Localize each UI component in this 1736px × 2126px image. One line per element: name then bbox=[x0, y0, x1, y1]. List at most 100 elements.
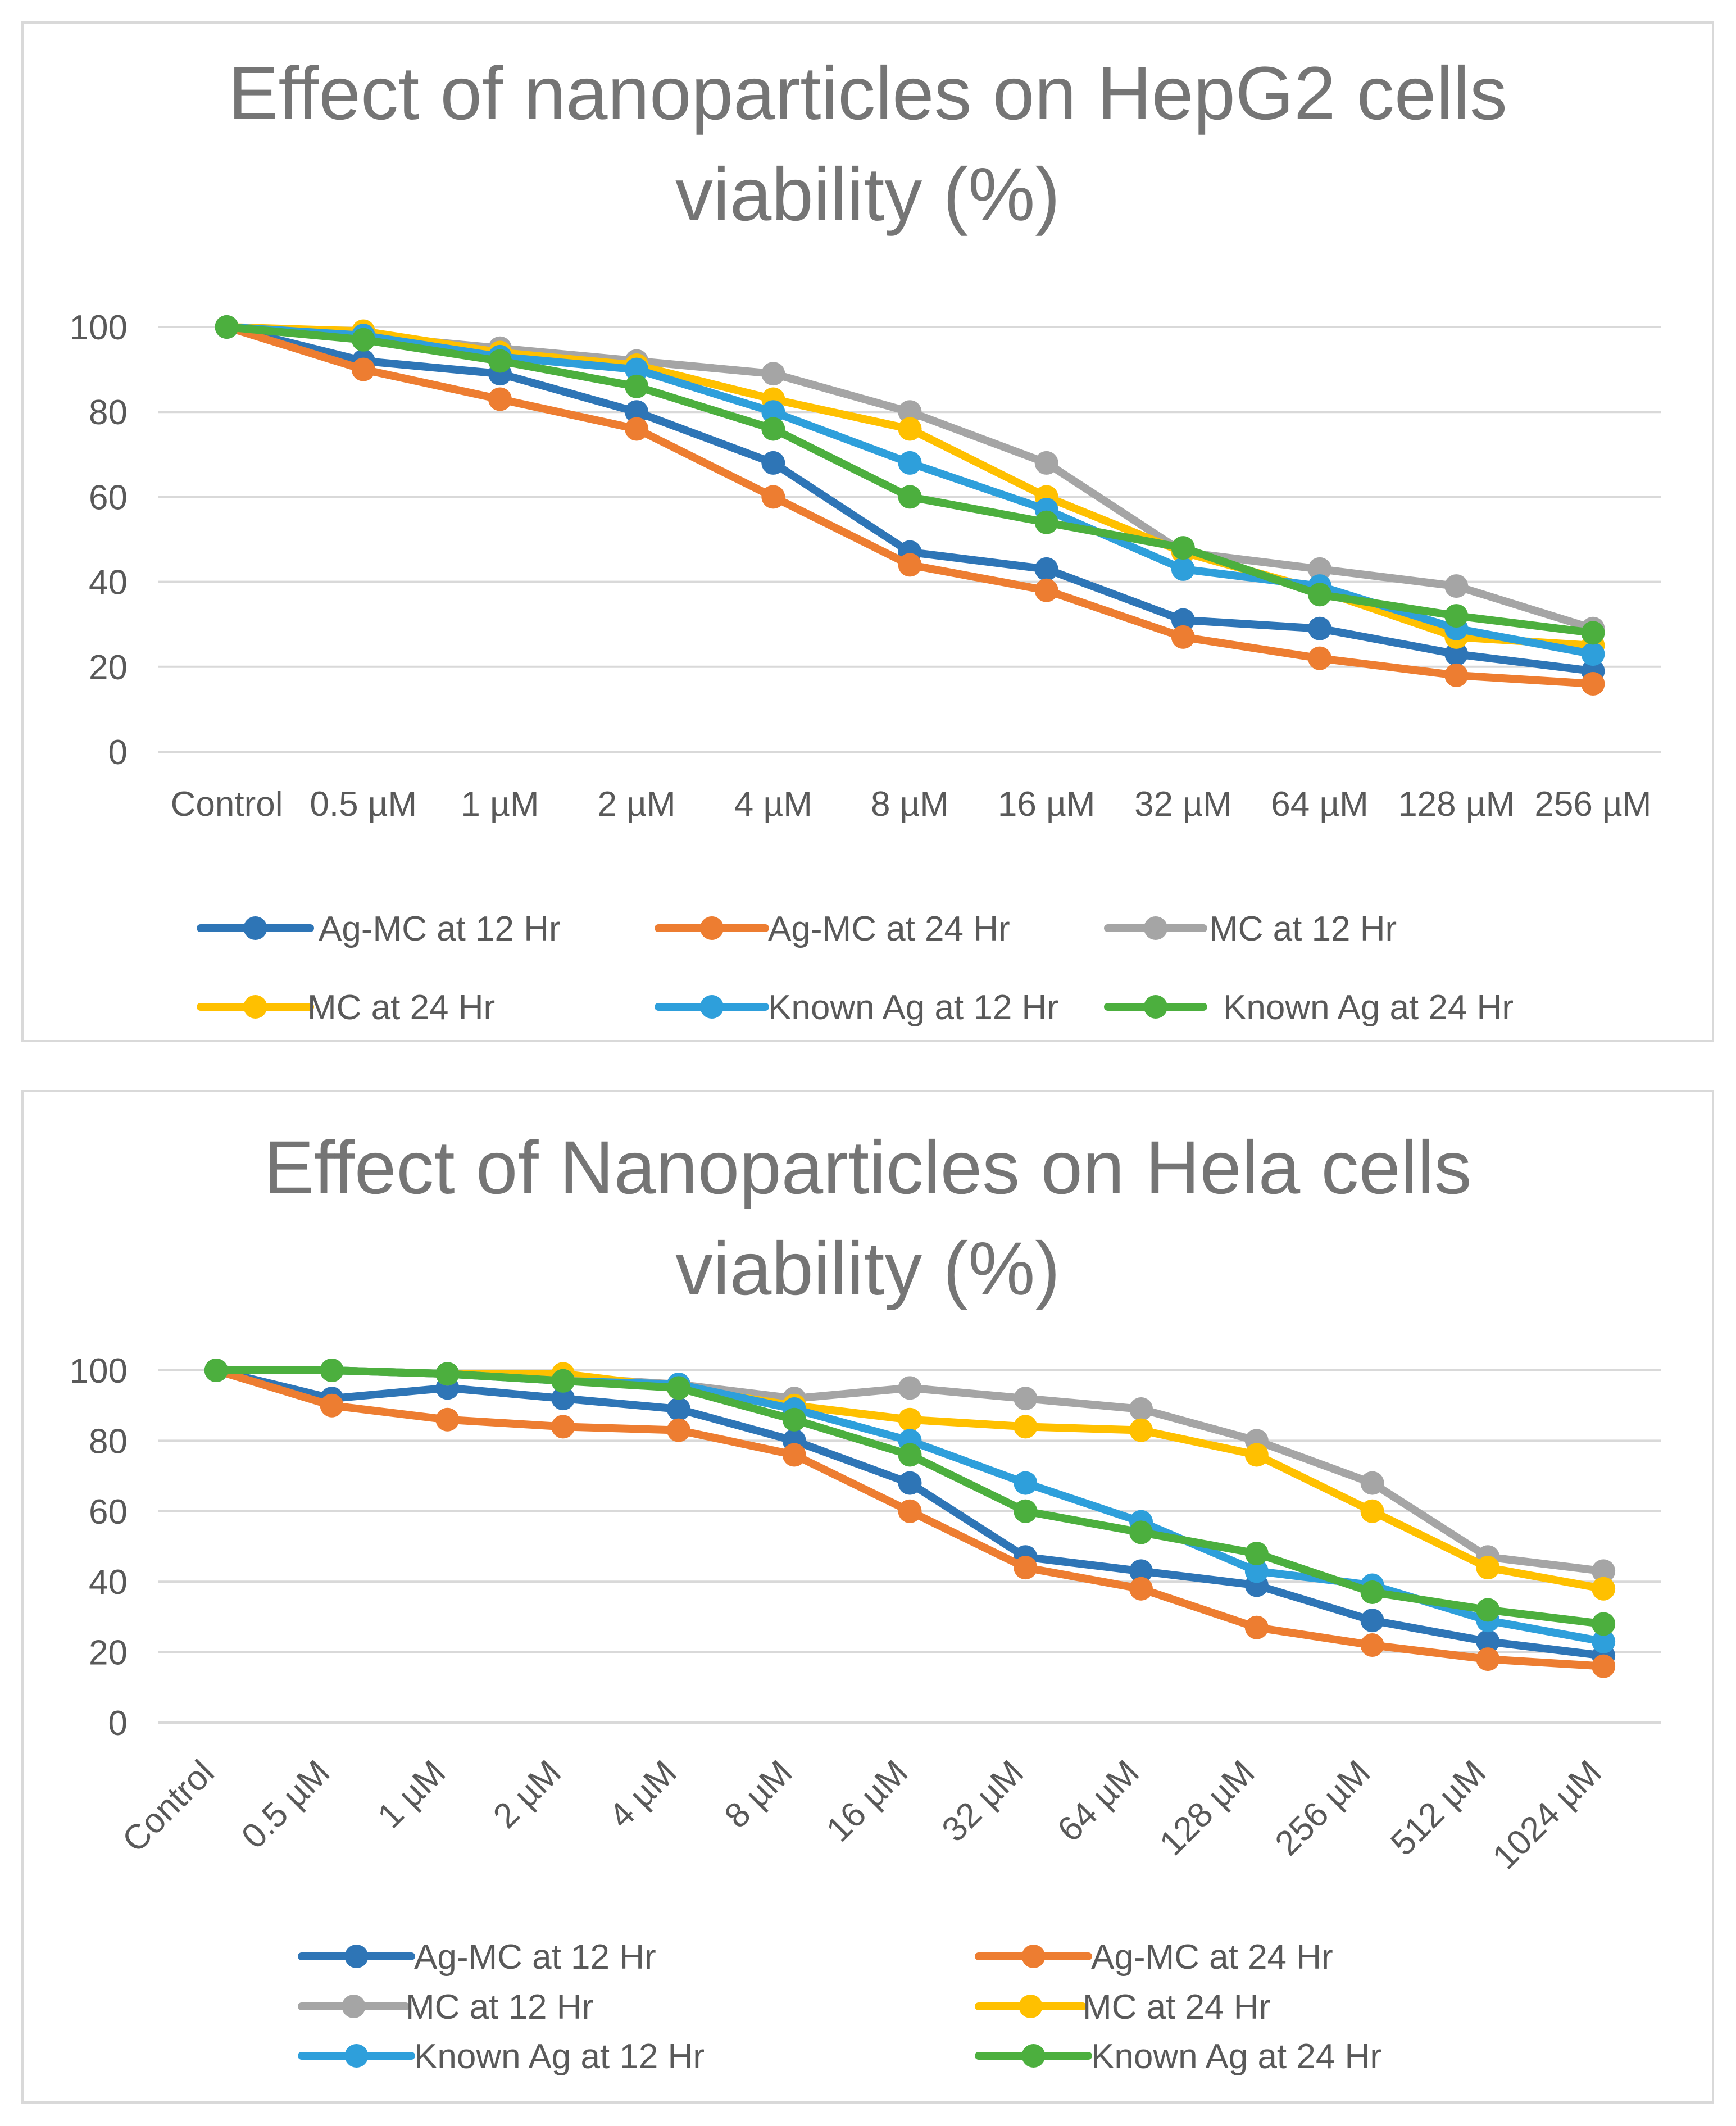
data-point-series-4 bbox=[1129, 1418, 1153, 1442]
x-tick-label: 2 µM bbox=[598, 785, 676, 824]
data-point-series-3 bbox=[761, 362, 785, 386]
x-tick-label: 512 µM bbox=[1383, 1753, 1493, 1863]
data-point-series-2 bbox=[551, 1415, 575, 1439]
x-tick-label: 8 µM bbox=[717, 1753, 799, 1836]
legend-marker-4 bbox=[1019, 1995, 1043, 2018]
x-tick-label: Control bbox=[115, 1753, 222, 1860]
data-point-series-2 bbox=[1476, 1647, 1500, 1671]
data-point-series-6 bbox=[898, 485, 922, 509]
y-tick-label-60: 60 bbox=[89, 1493, 128, 1532]
x-tick-label: 64 µM bbox=[1271, 785, 1369, 824]
series-line-3 bbox=[222, 323, 1597, 633]
data-point-series-2 bbox=[351, 357, 375, 381]
data-point-series-5 bbox=[761, 400, 785, 424]
data-point-series-5 bbox=[1014, 1471, 1038, 1495]
data-point-series-2 bbox=[1592, 1654, 1616, 1678]
data-point-series-1 bbox=[1360, 1609, 1384, 1633]
x-tick-label: 1024 µM bbox=[1485, 1753, 1609, 1877]
data-point-series-4 bbox=[1592, 1577, 1616, 1601]
legend-label-3: MC at 12 Hr bbox=[406, 1988, 593, 2027]
y-tick-label-20: 20 bbox=[89, 648, 128, 687]
legend-marker-3 bbox=[1144, 916, 1167, 940]
data-point-series-6 bbox=[1129, 1520, 1153, 1544]
y-tick-label-100: 100 bbox=[70, 1352, 128, 1391]
data-point-series-1 bbox=[761, 451, 785, 475]
y-tick-label-0: 0 bbox=[108, 733, 128, 772]
chart-title-line-2: viability (%) bbox=[675, 1227, 1060, 1311]
chart-hepg2: Effect of nanoparticles on HepG2 cells vi… bbox=[70, 52, 1661, 1027]
y-tick-label-60: 60 bbox=[89, 478, 128, 517]
data-point-series-6 bbox=[204, 1359, 228, 1382]
data-point-series-6 bbox=[551, 1369, 575, 1393]
x-tick-label: Control bbox=[171, 785, 283, 824]
data-point-series-3 bbox=[898, 400, 922, 424]
data-point-series-6 bbox=[1592, 1612, 1616, 1636]
data-point-series-4 bbox=[898, 417, 922, 441]
data-point-series-6 bbox=[1014, 1499, 1038, 1523]
legend-marker-1 bbox=[243, 916, 267, 940]
data-point-series-6 bbox=[1360, 1580, 1384, 1605]
data-point-series-2 bbox=[625, 417, 649, 441]
y-tick-label-20: 20 bbox=[89, 1634, 128, 1673]
y-tick-label-40: 40 bbox=[89, 564, 128, 602]
data-point-series-6 bbox=[782, 1407, 806, 1432]
data-point-series-3 bbox=[1034, 451, 1058, 475]
data-point-series-2 bbox=[1034, 578, 1058, 602]
data-point-series-6 bbox=[1581, 621, 1605, 645]
legend-label-4: MC at 24 Hr bbox=[307, 988, 495, 1027]
data-point-series-4 bbox=[1014, 1415, 1038, 1439]
data-point-series-2 bbox=[1308, 646, 1332, 670]
y-tick-label-80: 80 bbox=[89, 1422, 128, 1461]
data-point-series-6 bbox=[351, 328, 375, 352]
data-point-series-2 bbox=[761, 485, 785, 509]
y-tick-label-0: 0 bbox=[108, 1704, 128, 1743]
x-tick-label: 4 µM bbox=[602, 1753, 684, 1836]
data-point-series-2 bbox=[898, 553, 922, 577]
legend-label-5: Known Ag at 12 Hr bbox=[414, 2037, 705, 2076]
series-line-6 bbox=[222, 323, 1597, 637]
data-point-series-5 bbox=[1244, 1559, 1269, 1583]
data-point-series-6 bbox=[435, 1362, 460, 1386]
legend-label-3: MC at 12 Hr bbox=[1209, 910, 1397, 948]
data-point-series-6 bbox=[1308, 583, 1332, 607]
x-tick-label: 1 µM bbox=[461, 785, 539, 824]
data-point-series-6 bbox=[1476, 1598, 1500, 1622]
chart-panel-hela: Effect of Nanoparticles on Hela cells via… bbox=[21, 1090, 1714, 2104]
data-point-series-1 bbox=[1444, 642, 1469, 666]
chart-title-line-1: Effect of Nanoparticles on Hela cells bbox=[263, 1126, 1471, 1210]
data-point-series-2 bbox=[320, 1393, 344, 1418]
legend-marker-6 bbox=[1144, 995, 1167, 1019]
legend-marker-5 bbox=[700, 995, 724, 1019]
x-tick-label: 32 µM bbox=[1134, 785, 1232, 824]
data-point-series-5 bbox=[1171, 557, 1195, 581]
data-point-series-6 bbox=[1034, 510, 1058, 534]
legend-marker-5 bbox=[344, 2044, 369, 2068]
data-point-series-2 bbox=[666, 1418, 690, 1442]
data-point-series-2 bbox=[1129, 1577, 1153, 1601]
data-point-series-2 bbox=[1444, 663, 1469, 687]
legend-marker-3 bbox=[342, 1995, 366, 2018]
x-tick-label: 128 µM bbox=[1398, 785, 1515, 824]
chart-title-line-2: viability (%) bbox=[675, 153, 1060, 237]
x-tick-label: 128 µM bbox=[1152, 1753, 1262, 1863]
data-point-series-1 bbox=[1171, 608, 1195, 632]
data-point-series-3 bbox=[1014, 1387, 1038, 1411]
data-point-series-6 bbox=[1444, 604, 1469, 628]
data-point-series-3 bbox=[1360, 1471, 1384, 1495]
x-tick-label: 64 µM bbox=[1050, 1753, 1147, 1850]
data-point-series-3 bbox=[1129, 1397, 1153, 1421]
data-point-series-2 bbox=[488, 387, 512, 411]
x-tick-label: 2 µM bbox=[486, 1753, 569, 1836]
data-point-series-3 bbox=[1308, 557, 1332, 581]
x-tick-label: 16 µM bbox=[819, 1753, 916, 1850]
series-line-3 bbox=[212, 1366, 1608, 1575]
chart-title-line-1: Effect of nanoparticles on HepG2 cells bbox=[228, 52, 1507, 135]
data-point-series-6 bbox=[761, 417, 785, 441]
data-point-series-1 bbox=[1308, 616, 1332, 640]
data-point-series-5 bbox=[1581, 642, 1605, 666]
data-point-series-6 bbox=[898, 1443, 922, 1467]
data-point-series-4 bbox=[898, 1407, 922, 1432]
data-point-series-2 bbox=[1360, 1633, 1384, 1657]
data-point-series-4 bbox=[1476, 1556, 1500, 1580]
data-point-series-6 bbox=[625, 374, 649, 398]
